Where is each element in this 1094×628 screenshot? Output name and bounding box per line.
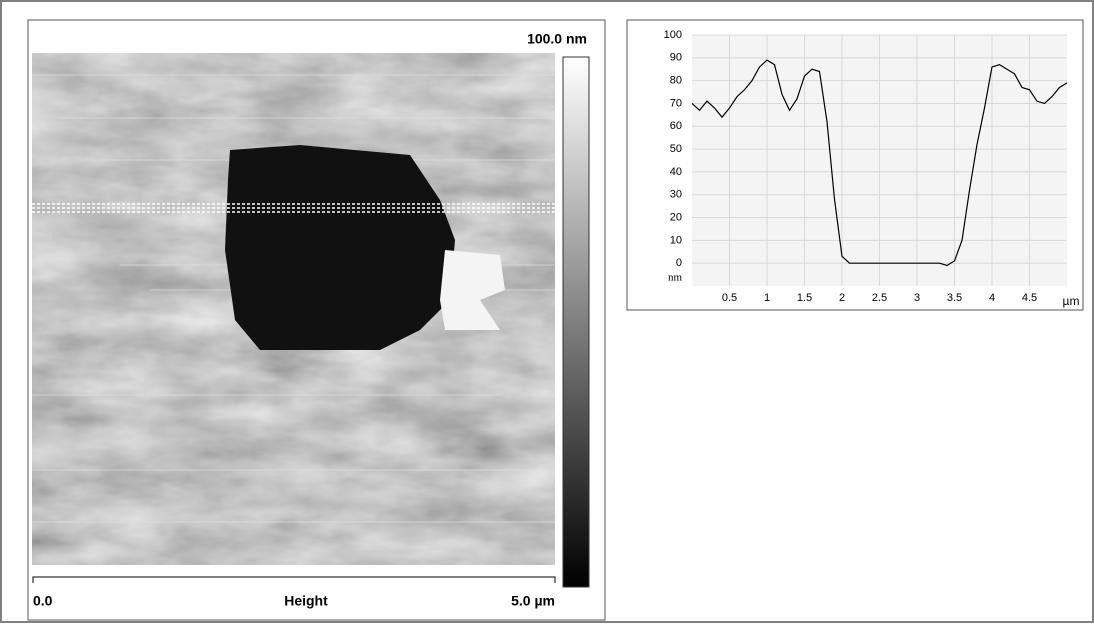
scale-max-label: 100.0 nm [527, 31, 587, 47]
x-tick-label: 3 [914, 292, 920, 304]
profile-line [691, 59, 1068, 267]
x-tick-label: 1.5 [797, 292, 812, 304]
x-tick-label: 3.5 [947, 292, 962, 304]
y-tick-label: 50 [670, 143, 682, 155]
x-tick-label: 2.5 [872, 292, 887, 304]
y-tick-label: 80 [670, 75, 682, 87]
profile-chart: 0 10 20 30 40 50 60 70 80 90 100 0.5 1 1.5 2 2.5 3 3.5 4 4.… [664, 29, 1080, 308]
x-unit-label: µm [1063, 294, 1080, 308]
x-tick-label: 0.5 [722, 292, 737, 304]
x-tick-label: 1 [764, 292, 770, 304]
scale-bar [32, 576, 556, 583]
y-tick-label: 0 [676, 257, 682, 269]
defect-hole [225, 145, 455, 350]
channel-label: Height [284, 593, 328, 609]
height-image [32, 53, 555, 565]
y-tick-label: 90 [670, 52, 682, 64]
y-tick-label: 70 [670, 97, 682, 109]
y-tick-label: 20 [670, 211, 682, 223]
x-start-label: 0.0 [33, 593, 53, 609]
x-end-label: 5.0 µm [511, 593, 555, 609]
y-tick-label: 40 [670, 166, 682, 178]
color-scale [562, 56, 590, 588]
x-tick-label: 4 [989, 292, 995, 304]
y-tick-label: 100 [664, 29, 682, 41]
profile-line [32, 203, 555, 213]
y-tick-label: 30 [670, 189, 682, 201]
x-tick-label: 2 [839, 292, 845, 304]
x-tick-label: 4.5 [1022, 292, 1037, 304]
y-unit-label: nm [668, 272, 683, 284]
bright-region [440, 250, 505, 330]
y-tick-label: 10 [670, 234, 682, 246]
y-tick-label: 60 [670, 120, 682, 132]
